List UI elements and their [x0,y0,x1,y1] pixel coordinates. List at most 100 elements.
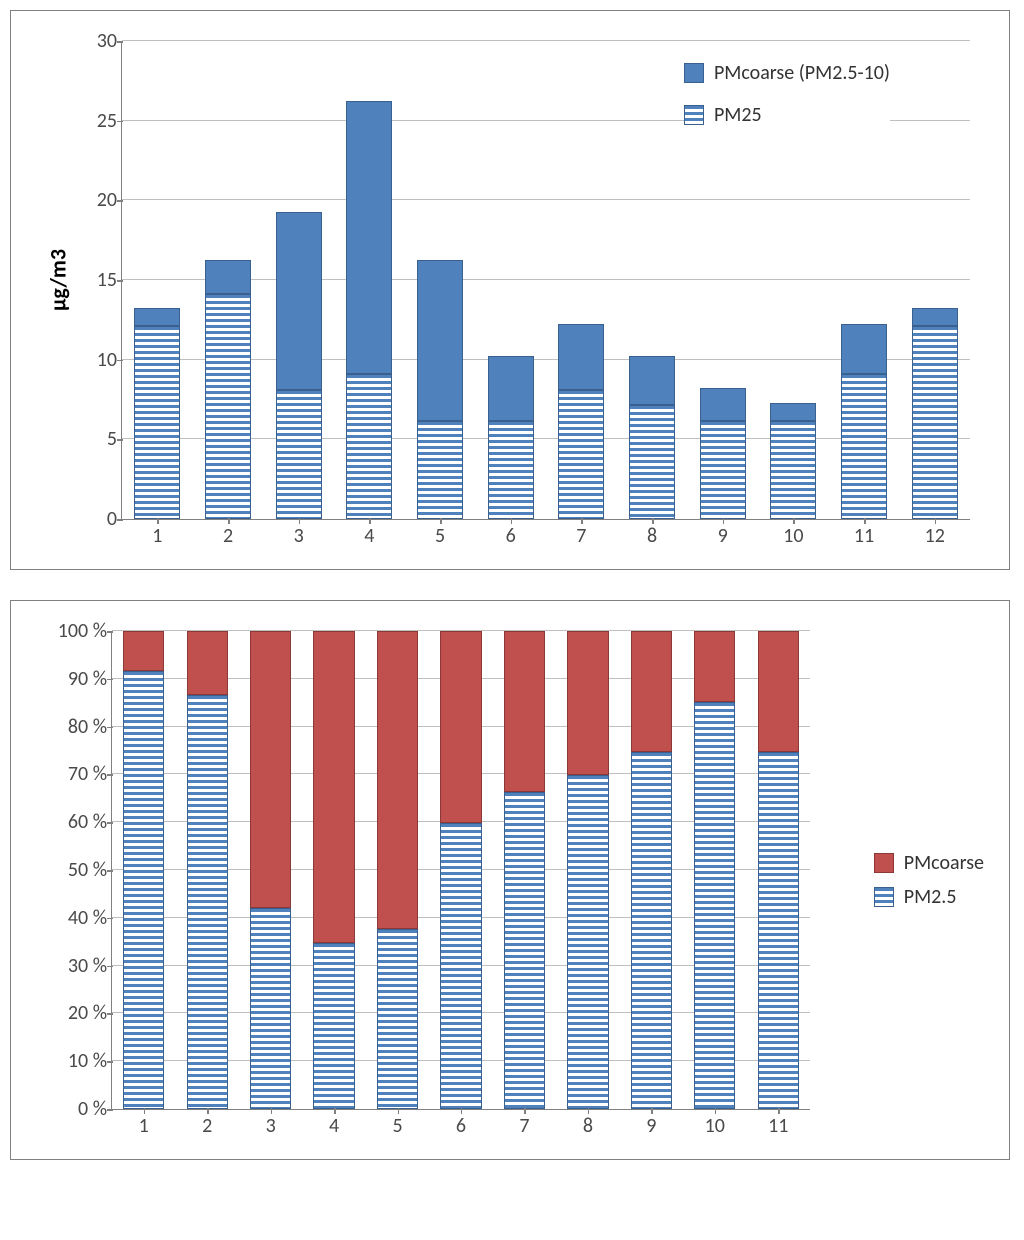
x-tick-label: 5 [366,1114,429,1144]
bar-segment-pm25 [276,390,322,519]
x-tick-label: 3 [239,1114,302,1144]
legend-item: PMcoarse [874,851,984,875]
y-tick-label: 20 [62,188,117,212]
bar-segment-pmcoarse [567,631,608,775]
bar-segment-pmcoarse [276,212,322,389]
x-tick-label: 7 [493,1114,556,1144]
bar-segment-pm25 [770,421,816,519]
chart-1-legend: PMcoarse (PM2.5-10) PM25 [684,61,890,127]
x-tick-label: 12 [899,524,970,554]
x-tick-label: 8 [556,1114,619,1144]
bar [546,41,617,519]
bar-segment-pm25 [629,405,675,519]
x-tick-label: 9 [687,524,758,554]
bar-segment-pm25 [313,943,354,1109]
bar-segment-pm25 [694,702,735,1109]
bar-segment-pm25 [504,792,545,1109]
bar-segment-pm25 [187,695,228,1109]
bar-segment-pmcoarse [250,631,291,908]
chart-1-plot: 051015202530 123456789101112 µg/m3 PMcoa… [121,41,970,520]
legend-swatch [874,887,894,907]
legend-label: PMcoarse (PM2.5-10) [714,61,890,85]
y-tick-label: 30 [62,29,117,53]
y-tick-label: 20 % [52,1001,107,1025]
bar [302,631,365,1109]
x-tick-label: 9 [620,1114,683,1144]
bar-segment-pm25 [567,775,608,1109]
chart-2-bars [112,631,810,1109]
x-tick-label: 8 [617,524,688,554]
x-tick-label: 11 [829,524,900,554]
chart-1-container: 051015202530 123456789101112 µg/m3 PMcoa… [10,10,1010,570]
bar-segment-pm25 [377,929,418,1109]
bar-segment-pm25 [123,671,164,1109]
bar-segment-pmcoarse [123,631,164,671]
bar [193,41,264,519]
bar-segment-pm25 [558,390,604,519]
x-tick-label: 6 [475,524,546,554]
legend-label: PM2.5 [904,885,957,909]
bar-segment-pm25 [346,374,392,519]
bar-segment-pmcoarse [758,631,799,752]
chart-1-y-label: µg/m3 [44,249,71,311]
bar-segment-pm25 [440,823,481,1109]
x-tick-label: 6 [429,1114,492,1144]
bar-segment-pm25 [841,374,887,519]
y-tick-label: 100 % [52,619,107,643]
bar-segment-pm25 [758,752,799,1110]
bar-segment-pm25 [700,421,746,519]
legend-label: PM25 [714,103,762,127]
bar [122,41,193,519]
bar [620,631,683,1109]
bar-segment-pmcoarse [841,324,887,374]
x-tick-label: 3 [263,524,334,554]
legend-item: PM25 [684,103,890,127]
y-tick-label: 50 % [52,858,107,882]
bar-segment-pm25 [205,294,251,519]
y-tick-label: 0 % [52,1097,107,1121]
chart-2-container: 0 %10 %20 %30 %40 %50 %60 %70 %80 %90 %1… [10,600,1010,1160]
x-tick-label: 2 [193,524,264,554]
chart-2-legend: PMcoarse PM2.5 [874,851,984,909]
legend-label: PMcoarse [904,851,984,875]
chart-2-y-ticks: 0 %10 %20 %30 %40 %50 %60 %70 %80 %90 %1… [52,631,107,1109]
chart-2-plot: 0 %10 %20 %30 %40 %50 %60 %70 %80 %90 %1… [111,631,810,1110]
y-tick-label: 5 [62,427,117,451]
bar-segment-pmcoarse [912,308,958,326]
bar [263,41,334,519]
bar [556,631,619,1109]
legend-swatch [684,63,704,83]
legend-item: PM2.5 [874,885,984,909]
y-tick-label: 80 % [52,715,107,739]
x-tick-label: 1 [122,524,193,554]
chart-2-x-ticks: 1234567891011 [112,1114,810,1144]
bar-segment-pmcoarse [377,631,418,929]
bar-segment-pmcoarse [631,631,672,752]
bar [429,631,492,1109]
bar [747,631,810,1109]
legend-swatch [684,105,704,125]
y-tick-label: 10 [62,348,117,372]
bar-segment-pm25 [488,421,534,519]
bar [683,631,746,1109]
bar-segment-pmcoarse [488,356,534,422]
bar [475,41,546,519]
y-tick-label: 70 % [52,762,107,786]
bar-segment-pm25 [134,326,180,519]
bar [899,41,970,519]
bar [366,631,429,1109]
chart-1-x-ticks: 123456789101112 [122,524,970,554]
x-tick-label: 5 [405,524,476,554]
legend-item: PMcoarse (PM2.5-10) [684,61,890,85]
bar-segment-pmcoarse [187,631,228,695]
bar-segment-pm25 [912,326,958,519]
x-tick-label: 4 [302,1114,365,1144]
x-tick-label: 7 [546,524,617,554]
y-tick-label: 25 [62,109,117,133]
x-tick-label: 11 [747,1114,810,1144]
bar-segment-pmcoarse [700,388,746,422]
legend-swatch [874,853,894,873]
bar [405,41,476,519]
bar [617,41,688,519]
bar-segment-pmcoarse [417,260,463,421]
